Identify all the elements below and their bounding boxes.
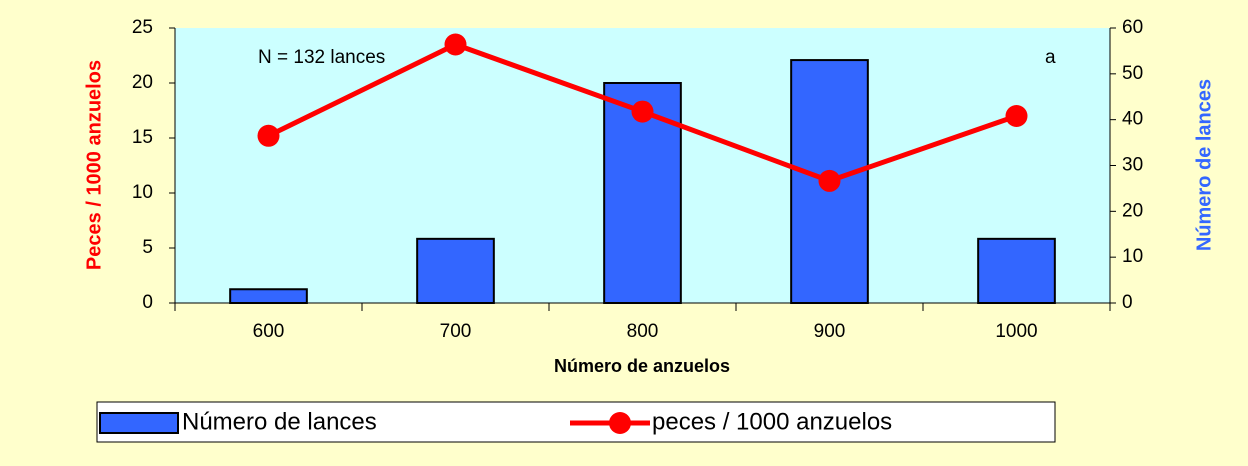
annotation: a	[1045, 47, 1056, 68]
y-tick-label: 20	[132, 72, 153, 93]
line-marker	[257, 124, 280, 147]
y-tick-label: 5	[142, 237, 153, 258]
y2-tick-label: 30	[1122, 155, 1143, 176]
y2-tick-label: 40	[1122, 109, 1143, 130]
legend	[96, 401, 1056, 443]
bar	[416, 237, 495, 304]
y2-tick-label: 0	[1122, 292, 1133, 313]
legend-swatch	[609, 412, 631, 434]
y-axis-title: Peces / 1000 anzuelos	[83, 60, 105, 270]
x-axis-title: Número de anzuelos	[554, 356, 730, 376]
y-tick-label: 0	[142, 292, 153, 313]
x-tick-label: 600	[253, 321, 285, 342]
line-marker	[818, 169, 841, 192]
bar	[229, 288, 308, 304]
y-tick-label: 25	[132, 17, 153, 38]
y2-tick-label: 60	[1122, 17, 1143, 38]
x-tick-label: 800	[627, 321, 659, 342]
y-tick-label: 15	[132, 127, 153, 148]
line-marker	[444, 33, 467, 56]
legend-swatch	[99, 412, 179, 434]
legend-label: peces / 1000 anzuelos	[652, 408, 892, 435]
x-tick-label: 700	[440, 321, 472, 342]
y2-axis-title: Número de lances	[1193, 79, 1215, 251]
x-tick-label: 900	[814, 321, 846, 342]
annotation: N = 132 lances	[258, 47, 385, 68]
y2-tick-label: 50	[1122, 63, 1143, 84]
y2-tick-label: 10	[1122, 246, 1143, 267]
y2-tick-label: 20	[1122, 200, 1143, 221]
y-tick-label: 10	[132, 182, 153, 203]
line-marker	[1005, 105, 1028, 127]
bar	[977, 237, 1056, 304]
line-marker	[631, 100, 654, 123]
legend-label: Número de lances	[182, 408, 377, 435]
x-tick-label: 1000	[995, 321, 1037, 342]
